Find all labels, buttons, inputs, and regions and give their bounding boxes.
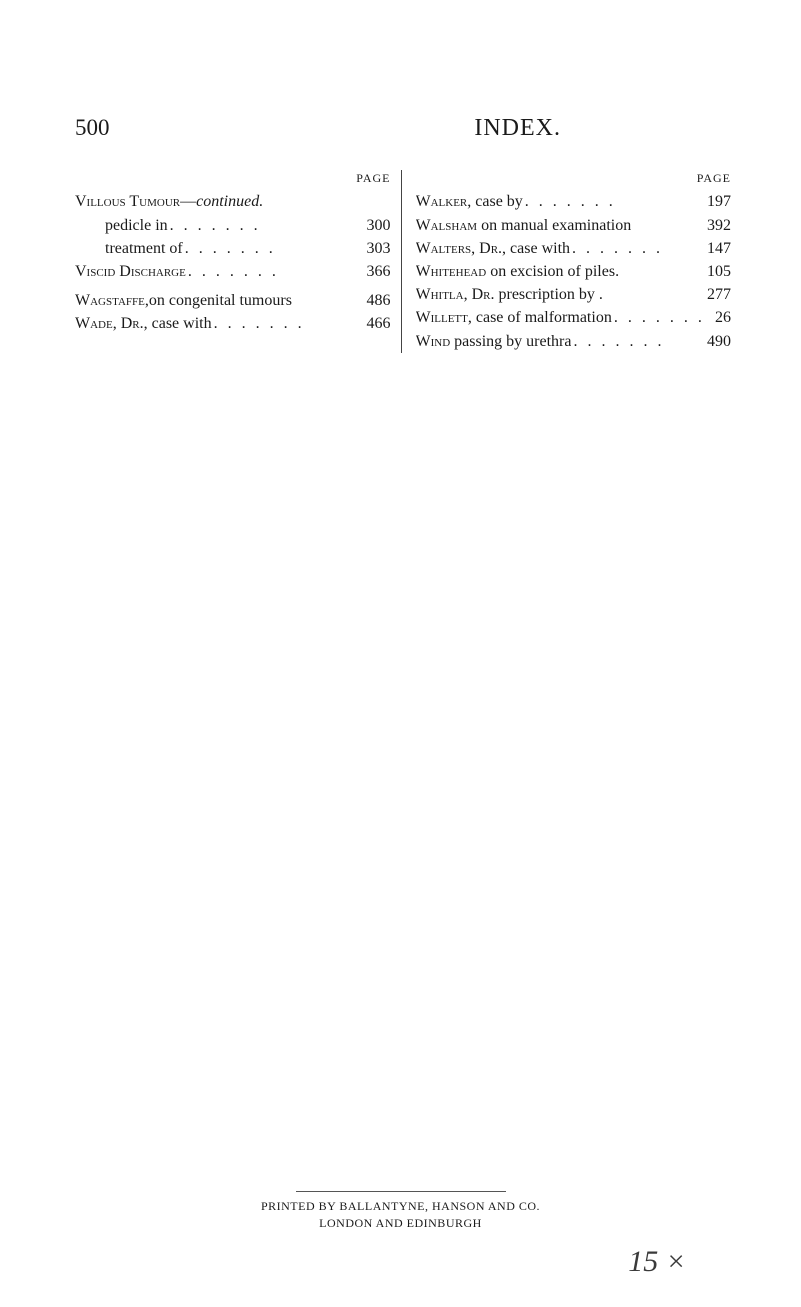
entry-page-number: 197 — [703, 190, 731, 213]
entry-page-number: 105 — [703, 260, 731, 283]
entry-page-number: 486 — [363, 289, 391, 312]
header-row: 500 INDEX. — [75, 115, 731, 142]
page-title: INDEX. — [474, 115, 561, 142]
entry-text: Walsham on manual examination — [416, 214, 632, 237]
entry-text: Wind passing by urethra — [416, 330, 572, 353]
handwritten-annotation: 15 × — [628, 1245, 686, 1279]
entry-text: Villous Tumour—continued. — [75, 190, 263, 213]
entry-page-number: 147 — [703, 237, 731, 260]
entry-page-number: 303 — [363, 237, 391, 260]
leader-dots: . . . . . . . — [212, 312, 363, 335]
index-entry: Willett, case of malformation . . . . . … — [416, 306, 732, 329]
entry-page-number: 277 — [703, 283, 731, 306]
leader-dots: . . . . . . . — [612, 306, 711, 329]
footer-line-1: PRINTED BY BALLANTYNE, HANSON AND CO. — [0, 1198, 801, 1215]
index-columns: PAGE Villous Tumour—continued.pedicle in… — [75, 170, 731, 353]
page-container: 500 INDEX. PAGE Villous Tumour—continued… — [0, 0, 801, 393]
index-entry: Wade, Dr., case with . . . . . . . 466 — [75, 312, 391, 335]
leader-dots: . . . . . . . — [168, 214, 363, 237]
entry-page-number: 300 — [363, 214, 391, 237]
leader-dots: . . . . . . . — [571, 330, 703, 353]
index-left-column: PAGE Villous Tumour—continued.pedicle in… — [75, 170, 402, 353]
leader-dots: . . . . . . . — [523, 190, 703, 213]
index-entry: Whitehead on excision of piles. 105 — [416, 260, 732, 283]
entry-text: Wagstaffe,on congenital tumours — [75, 289, 292, 312]
footer-rule — [296, 1191, 506, 1192]
entry-page-number: 466 — [363, 312, 391, 335]
entry-text: treatment of — [105, 237, 183, 260]
entry-text: Whitla, Dr. prescription by . — [416, 283, 603, 306]
entry-page-number: 366 — [363, 260, 391, 283]
entry-text: Wade, Dr., case with — [75, 312, 212, 335]
entry-page-number: 490 — [703, 330, 731, 353]
right-entries: Walker, case by . . . . . . . 197Walsham… — [416, 190, 732, 352]
entry-text: pedicle in — [105, 214, 168, 237]
leader-dots: . . . . . . . — [570, 237, 703, 260]
index-entry: pedicle in . . . . . . . 300 — [75, 214, 391, 237]
index-entry: Walters, Dr., case with . . . . . . . 14… — [416, 237, 732, 260]
entry-page-number: 392 — [703, 214, 731, 237]
entry-page-number: 26 — [711, 306, 731, 329]
page-number: 500 — [75, 115, 110, 141]
entry-text: Viscid Discharge — [75, 260, 186, 283]
printer-footer: PRINTED BY BALLANTYNE, HANSON AND CO. LO… — [0, 1191, 801, 1232]
index-entry: Wagstaffe,on congenital tumours 486 — [75, 289, 391, 312]
entry-text: Walters, Dr., case with — [416, 237, 571, 260]
index-entry: Walsham on manual examination 392 — [416, 214, 732, 237]
entry-text: Walker, case by — [416, 190, 523, 213]
index-entry: Viscid Discharge . . . . . . . 366 — [75, 260, 391, 283]
index-entry: Walker, case by . . . . . . . 197 — [416, 190, 732, 213]
index-entry: treatment of . . . . . . . 303 — [75, 237, 391, 260]
page-label-right: PAGE — [416, 170, 732, 187]
index-entry: Wind passing by urethra . . . . . . . 49… — [416, 330, 732, 353]
leader-dots: . . . . . . . — [183, 237, 363, 260]
index-entry: Whitla, Dr. prescription by . 277 — [416, 283, 732, 306]
entry-text: Whitehead on excision of piles. — [416, 260, 620, 283]
index-right-column: PAGE Walker, case by . . . . . . . 197Wa… — [402, 170, 732, 353]
entry-text: Willett, case of malformation — [416, 306, 612, 329]
index-entry: Villous Tumour—continued. — [75, 190, 391, 213]
footer-line-2: LONDON AND EDINBURGH — [0, 1215, 801, 1232]
leader-dots: . . . . . . . — [186, 260, 363, 283]
page-label-left: PAGE — [75, 170, 391, 187]
left-entries: Villous Tumour—continued.pedicle in . . … — [75, 190, 391, 335]
